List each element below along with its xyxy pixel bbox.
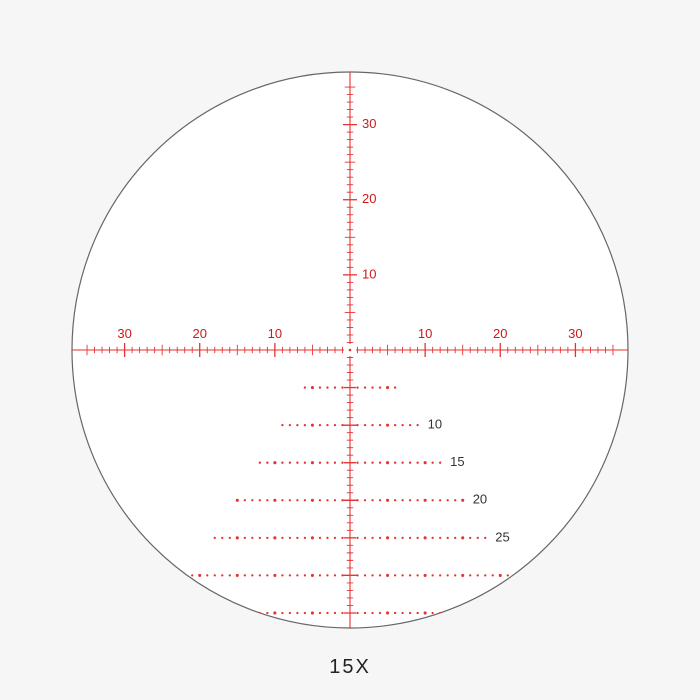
svg-text:30: 30 — [117, 326, 131, 341]
svg-text:20: 20 — [362, 191, 376, 206]
svg-text:30: 30 — [568, 326, 582, 341]
reticle-svg: 30 20 10 10 20 30 10 20 30 10 15 20 25 30 — [0, 0, 700, 700]
magnification-caption: 15X — [0, 656, 700, 679]
svg-text:20: 20 — [192, 326, 206, 341]
svg-text:20: 20 — [473, 492, 487, 507]
svg-text:10: 10 — [362, 266, 376, 281]
svg-text:15: 15 — [450, 454, 464, 469]
reticle-figure: 30 20 10 10 20 30 10 20 30 10 15 20 25 30 15X — [0, 0, 700, 700]
svg-text:25: 25 — [495, 529, 509, 544]
svg-text:30: 30 — [362, 116, 376, 131]
svg-text:10: 10 — [268, 326, 282, 341]
svg-text:10: 10 — [418, 326, 432, 341]
svg-text:30: 30 — [518, 567, 532, 582]
svg-text:10: 10 — [428, 417, 442, 432]
svg-text:20: 20 — [493, 326, 507, 341]
